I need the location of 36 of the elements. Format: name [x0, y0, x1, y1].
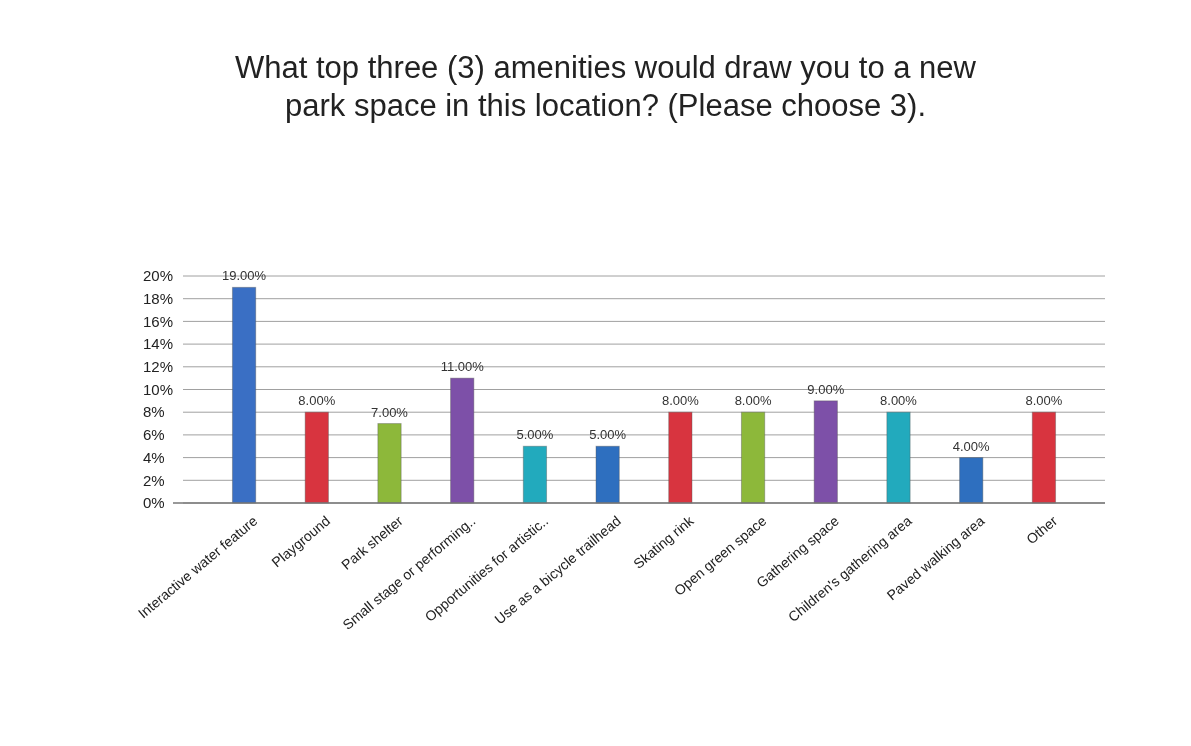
bar	[668, 411, 693, 504]
bar	[1031, 411, 1057, 504]
y-tick-label: 14%	[143, 335, 174, 353]
data-label: 9.00%	[807, 381, 845, 397]
data-label: 19.00%	[222, 268, 267, 284]
bar	[522, 445, 548, 504]
bar	[377, 423, 402, 504]
y-tick-label: 10%	[143, 380, 174, 398]
y-tick-label: 18%	[143, 289, 174, 307]
bar	[231, 286, 257, 504]
data-label: 8.00%	[298, 393, 336, 409]
data-label: 7.00%	[371, 404, 409, 420]
y-tick-label: 16%	[143, 312, 174, 330]
data-label: 8.00%	[661, 393, 700, 409]
bar	[304, 411, 329, 504]
bar	[740, 411, 766, 504]
chart-title: What top three (3) amenities would draw you to a new park space in this location? (Please choose 3).	[235, 50, 977, 123]
data-label: 4.00%	[952, 438, 991, 454]
bar	[959, 457, 984, 504]
y-tick-label: 20%	[143, 267, 174, 285]
data-label: 5.00%	[516, 427, 554, 443]
bar	[595, 445, 620, 504]
bar	[886, 411, 911, 504]
data-label: 8.00%	[880, 393, 918, 409]
y-tick-label: 12%	[143, 358, 174, 376]
data-label: 8.00%	[1025, 393, 1063, 409]
y-tick-label: 4%	[143, 448, 165, 466]
data-label: 11.00%	[440, 359, 485, 375]
y-tick-label: 2%	[143, 471, 165, 489]
y-tick-label: 0%	[143, 494, 165, 512]
y-tick-label: 8%	[143, 403, 165, 421]
y-tick-label: 6%	[143, 426, 165, 444]
bar	[813, 400, 838, 504]
data-label: 5.00%	[589, 427, 627, 443]
bar	[450, 377, 475, 504]
data-label: 8.00%	[734, 393, 772, 409]
